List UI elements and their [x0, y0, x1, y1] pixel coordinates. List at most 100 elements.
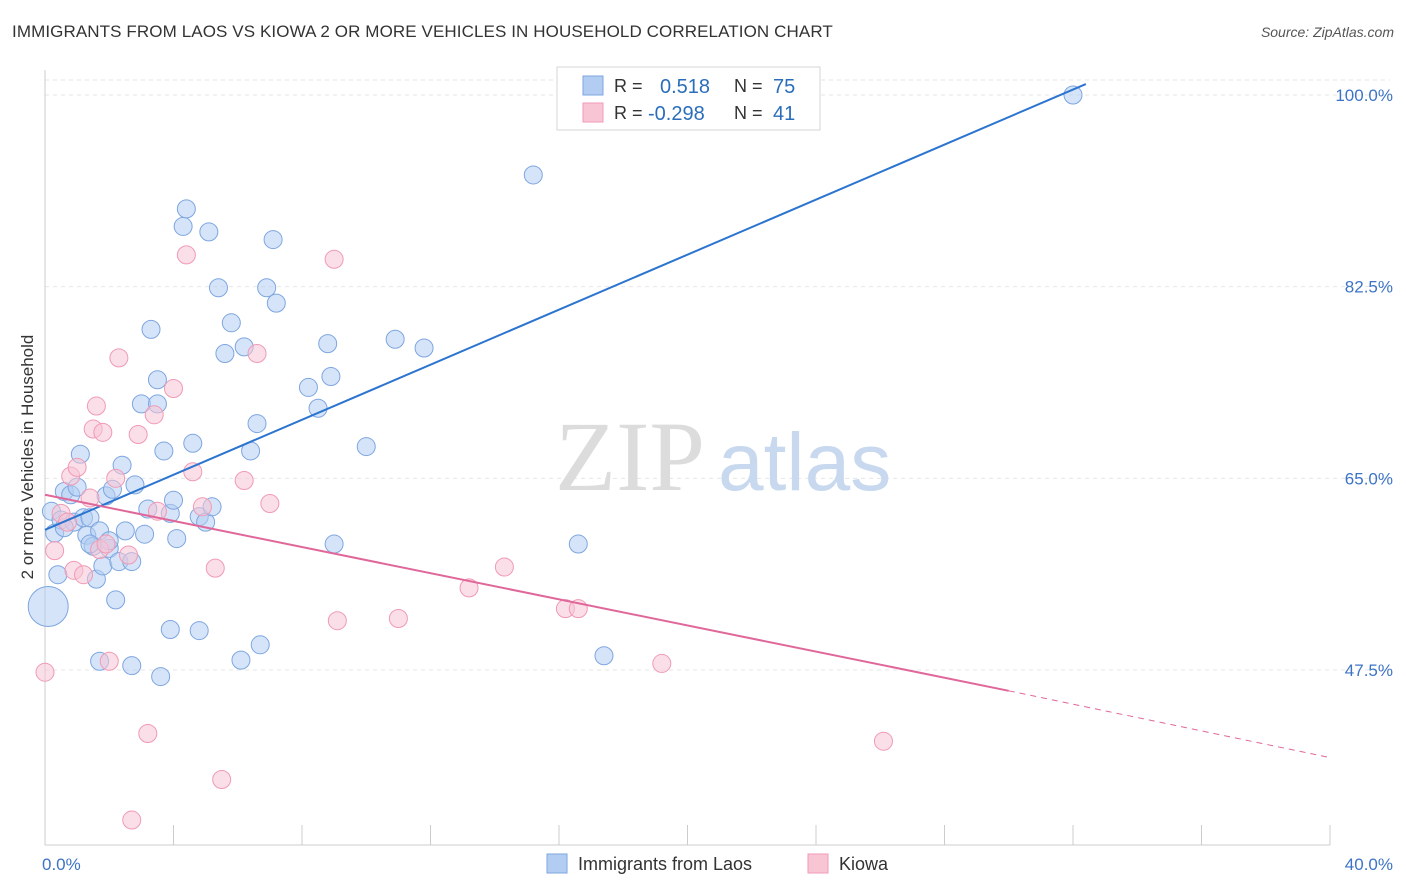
data-points [27, 85, 1083, 830]
point-s0-26 [135, 524, 155, 544]
point-s0-67 [160, 619, 180, 639]
series-legend-label-kiowa: Kiowa [839, 854, 889, 874]
watermark-atlas: atlas [718, 417, 891, 508]
series-legend-label-laos: Immigrants from Laos [578, 854, 752, 874]
point-s1-40 [873, 731, 893, 751]
series-legend-swatch-kiowa [807, 853, 829, 874]
legend-r-label-laos: R = [614, 76, 643, 96]
point-s0-36 [176, 199, 196, 219]
point-s1-25 [183, 462, 203, 482]
point-s0-43 [215, 343, 235, 363]
y-tick-label-1: 65.0% [1345, 469, 1393, 488]
point-s0-44 [221, 313, 241, 333]
point-s0-66 [151, 667, 171, 687]
point-s0-15 [93, 556, 113, 576]
point-s1-13 [96, 534, 116, 554]
point-s1-17 [119, 545, 139, 565]
point-s0-33 [164, 490, 183, 510]
point-s1-26 [192, 497, 212, 517]
grid-lines [45, 79, 1390, 671]
point-s0-47 [247, 414, 267, 434]
point-s0-28 [141, 319, 161, 339]
point-s1-0 [35, 662, 55, 682]
point-s1-39 [652, 653, 672, 673]
y-tick-label-2: 82.5% [1345, 278, 1393, 297]
point-s1-36 [494, 557, 514, 577]
point-s0-55 [324, 534, 344, 554]
point-s1-19 [128, 425, 148, 445]
point-s0-59 [523, 165, 543, 185]
point-s1-35 [459, 578, 479, 598]
point-s1-12 [93, 422, 113, 442]
point-s0-53 [318, 334, 338, 354]
point-s0-35 [173, 216, 193, 236]
point-s0-69 [231, 650, 251, 670]
point-s0-56 [356, 437, 376, 457]
point-s1-33 [327, 611, 347, 631]
point-s1-16 [109, 348, 129, 368]
legend-r-label-kiowa: R = [614, 103, 643, 123]
trend-line-0 [44, 83, 1087, 531]
trend-lines [44, 83, 1331, 759]
legend-n-value-kiowa: 41 [773, 103, 795, 125]
legend-swatch-laos [582, 75, 604, 96]
legend-r-value-laos: 0.518 [660, 76, 710, 98]
point-s0-22 [115, 521, 135, 541]
point-s1-31 [260, 494, 280, 514]
point-s0-42 [208, 278, 228, 298]
chart-title: IMMIGRANTS FROM LAOS VS KIOWA 2 OR MORE … [12, 22, 833, 41]
point-s1-27 [205, 558, 225, 578]
point-s0-70 [250, 635, 270, 655]
series-legend-swatch-laos [546, 853, 568, 874]
point-s0-19 [106, 590, 126, 610]
point-s0-48 [257, 278, 277, 298]
point-s1-32 [324, 249, 344, 269]
point-s0-31 [154, 441, 174, 461]
axes [44, 70, 1331, 846]
point-s1-14 [99, 651, 119, 671]
point-s1-20 [138, 724, 158, 744]
point-s1-1 [45, 541, 65, 561]
point-s1-22 [147, 501, 167, 521]
legend-n-value-laos: 75 [773, 76, 795, 98]
point-s0-68 [189, 621, 209, 641]
point-s0-50 [266, 293, 286, 313]
point-s0-30 [147, 370, 167, 390]
point-s1-7 [74, 565, 94, 585]
point-s1-21 [144, 405, 164, 425]
point-s0-54 [321, 366, 341, 386]
point-s0-37 [183, 433, 203, 453]
point-s0-60 [568, 534, 588, 554]
y-tick-label-0: 47.5% [1345, 661, 1393, 680]
point-s0-65 [122, 656, 142, 676]
point-s0-40 [199, 222, 219, 242]
y-tick-label-3: 100.0% [1335, 86, 1393, 105]
point-s1-6 [67, 457, 87, 477]
legend-n-label-laos: N = [734, 76, 763, 96]
point-s0-58 [414, 338, 434, 358]
point-s1-10 [86, 396, 106, 416]
legend-swatch-kiowa [582, 102, 604, 123]
point-s1-29 [234, 471, 254, 491]
point-s1-34 [388, 609, 408, 629]
point-s1-23 [164, 379, 183, 399]
chart-source: Source: ZipAtlas.com [1260, 24, 1394, 40]
watermark: ZIP [555, 401, 705, 512]
x-tick-label-max: 40.0% [1345, 855, 1393, 874]
legend-n-label-kiowa: N = [734, 103, 763, 123]
trend-line-1 [44, 493, 1009, 692]
point-s0-49 [263, 230, 283, 250]
series-legend: Immigrants from Laos Kiowa [546, 853, 889, 874]
point-s0-74 [27, 585, 69, 627]
point-s0-51 [298, 377, 318, 397]
trend-line-dashed-1 [1008, 690, 1331, 759]
x-tick-label-min: 0.0% [42, 855, 81, 874]
point-s0-2 [48, 565, 68, 585]
correlation-legend: R = 0.518 N = 75 R = -0.298 N = 41 [556, 66, 821, 131]
point-s1-28 [212, 770, 232, 790]
y-axis-label: 2 or more Vehicles in Household [18, 335, 37, 580]
y-tick-labels: 47.5% 65.0% 82.5% 100.0% [1335, 86, 1393, 680]
point-s1-18 [122, 810, 142, 830]
point-s0-61 [594, 646, 614, 666]
